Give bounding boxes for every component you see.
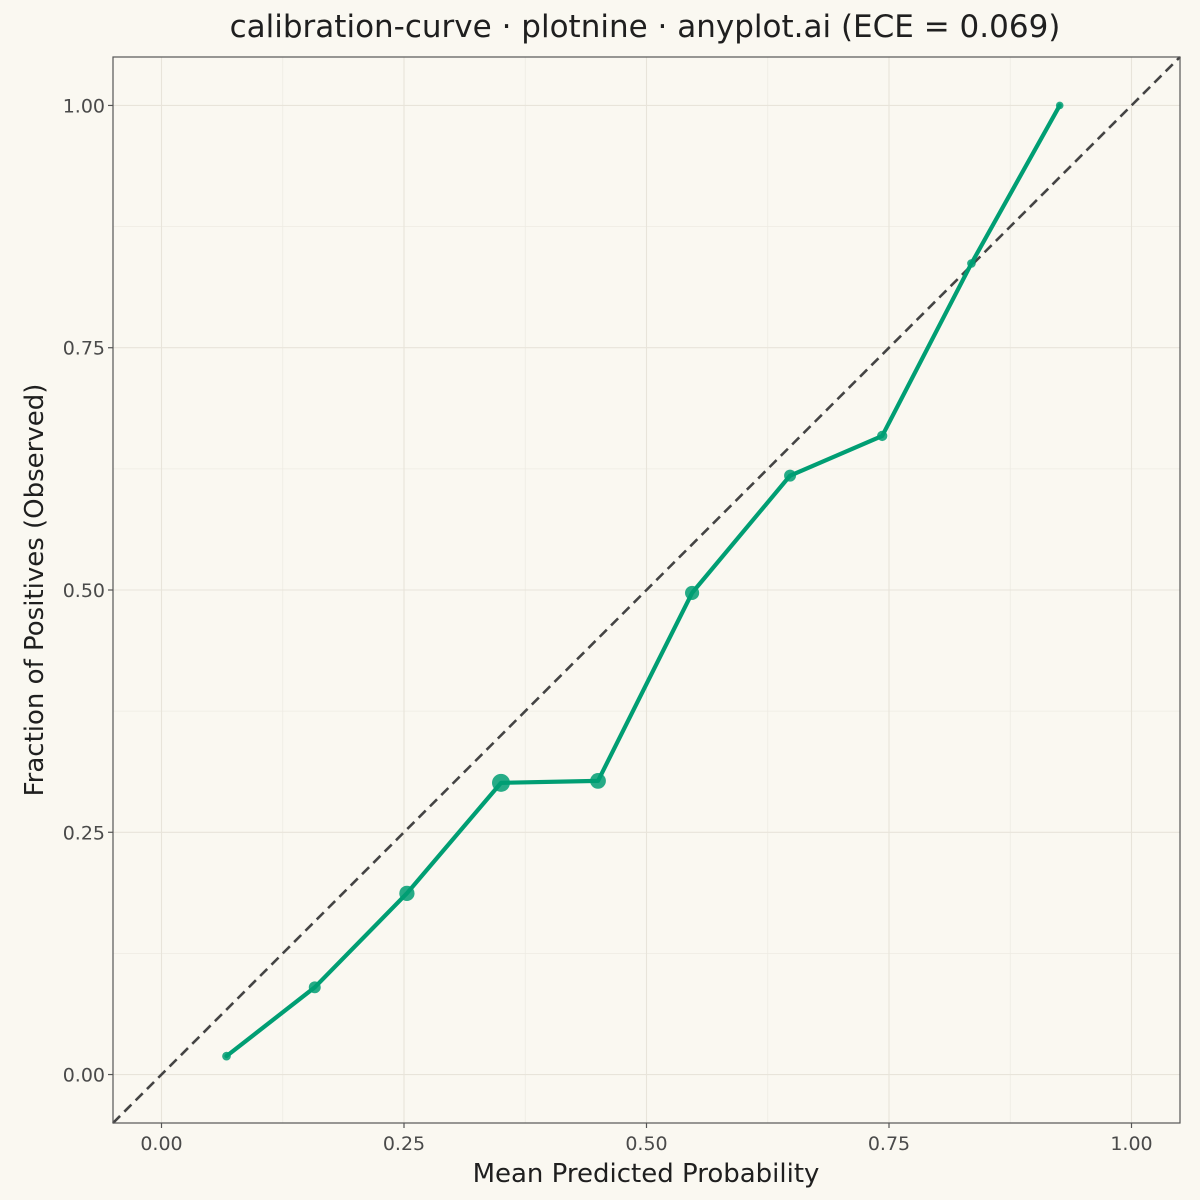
y-tick-label: 0.00 xyxy=(63,1065,105,1087)
calibration-point xyxy=(784,469,797,482)
calibration-point xyxy=(877,430,888,442)
x-tick-label: 0.00 xyxy=(140,1133,182,1155)
x-tick-label: 0.50 xyxy=(625,1133,667,1155)
calibration-point xyxy=(222,1051,231,1061)
calibration-point xyxy=(492,773,510,792)
calibration-point xyxy=(590,773,606,789)
x-tick-label: 0.25 xyxy=(383,1133,425,1155)
calibration-point xyxy=(399,885,415,901)
y-axis-ticks: 0.00 0.25 0.50 0.75 1.00 xyxy=(63,95,113,1087)
y-tick-label: 0.75 xyxy=(63,338,105,360)
chart-title: calibration-curve · plotnine · anyplot.a… xyxy=(230,9,1061,45)
x-tick-label: 0.75 xyxy=(868,1133,910,1155)
calibration-curve-line xyxy=(224,103,1062,1059)
perfect-calibration-line xyxy=(112,56,1181,1124)
calibration-point xyxy=(685,585,700,600)
x-axis-ticks: 0.00 0.25 0.50 0.75 1.00 xyxy=(140,1123,1153,1155)
y-axis-label: Fraction of Positives (Observed) xyxy=(20,384,50,797)
plot-panel xyxy=(112,56,1181,1124)
x-axis-label: Mean Predicted Probability xyxy=(473,1159,820,1189)
y-tick-label: 0.25 xyxy=(63,822,105,844)
calibration-points xyxy=(222,101,1064,1061)
calibration-point xyxy=(967,259,976,268)
x-tick-label: 1.00 xyxy=(1110,1133,1152,1155)
y-tick-label: 1.00 xyxy=(63,95,105,117)
calibration-point xyxy=(1055,101,1064,110)
y-tick-label: 0.50 xyxy=(63,580,105,602)
calibration-point xyxy=(308,981,321,994)
